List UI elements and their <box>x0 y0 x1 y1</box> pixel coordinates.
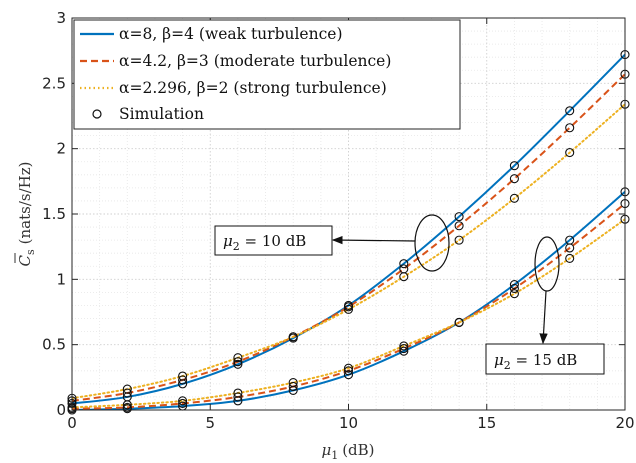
y-tick-label: 0.5 <box>42 336 66 354</box>
simulation-point <box>343 363 354 373</box>
simulation-point <box>122 384 132 394</box>
simulation-point <box>454 235 464 245</box>
simulation-point <box>343 370 354 380</box>
x-axis-label: μ1 (dB) <box>321 441 374 462</box>
svg-text:α=4.2, β=3 (moderate turbulenc: α=4.2, β=3 (moderate turbulence) <box>119 52 391 70</box>
x-tick-label: 5 <box>205 414 215 432</box>
x-tick-label: 15 <box>477 414 496 432</box>
series-line-mu2=10-dotted <box>72 103 625 400</box>
y-axis-label: Cs(nats/s/Hz) <box>14 162 37 267</box>
simulation-point <box>178 375 188 385</box>
y-tick-label: 1 <box>56 270 66 288</box>
svg-text:μ2 = 10 dB: μ2 = 10 dB <box>223 232 306 253</box>
simulation-point <box>399 346 409 356</box>
simulation-markers <box>67 50 630 415</box>
simulation-point <box>178 371 188 381</box>
simulation-point <box>509 283 519 294</box>
legend: α=8, β=4 (weak turbulence) α=4.2, β=3 (m… <box>73 19 461 130</box>
simulation-point <box>288 381 298 392</box>
simulation-point <box>122 402 132 412</box>
ellipse-mu2-10 <box>414 214 450 272</box>
simulation-point <box>454 212 464 222</box>
legend-entry-moderate: α=4.2, β=3 (moderate turbulence) <box>80 52 391 70</box>
simulation-point <box>454 317 464 328</box>
svg-text:α=2.296, β=2 (strong turbulenc: α=2.296, β=2 (strong turbulence) <box>119 79 387 97</box>
simulation-point <box>565 253 575 263</box>
simulation-point <box>178 398 188 409</box>
simulation-point <box>565 148 575 158</box>
annotation-mu2-10: μ2 = 10 dB <box>214 225 333 256</box>
simulation-point <box>343 302 354 312</box>
svg-text:α=8, β=4 (weak turbulence): α=8, β=4 (weak turbulence) <box>119 25 343 43</box>
simulation-point <box>509 161 519 171</box>
simulation-point <box>565 243 575 253</box>
simulation-point <box>399 341 409 351</box>
simulation-point <box>399 259 409 269</box>
x-tick-label: 10 <box>339 414 358 432</box>
legend-box <box>73 19 461 130</box>
simulation-point <box>509 280 519 290</box>
simulation-point <box>509 289 519 299</box>
arrow-mu2-15 <box>539 290 548 345</box>
ellipse-mu2-15 <box>534 236 560 292</box>
simulation-point <box>233 353 243 363</box>
series-line-mu2=10-dashed <box>72 73 625 402</box>
svg-text:μ2 = 15 dB: μ2 = 15 dB <box>494 351 577 372</box>
simulation-point <box>288 332 298 342</box>
x-tick-label: 20 <box>615 414 634 432</box>
simulation-point <box>509 174 519 184</box>
series-line-mu2=10-solid <box>72 53 625 405</box>
svg-text:Cs(nats/s/Hz): Cs(nats/s/Hz) <box>16 162 37 267</box>
y-tick-label: 0 <box>56 401 66 419</box>
simulation-point <box>178 396 188 406</box>
simulation-point <box>343 366 354 376</box>
x-tick-label: 0 <box>67 414 77 432</box>
y-tick-label: 2.5 <box>42 74 66 92</box>
simulation-point <box>565 106 575 116</box>
y-tick-label: 1.5 <box>42 205 66 223</box>
annotation-mu2-15: μ2 = 15 dB <box>485 343 605 375</box>
simulation-point <box>565 123 575 133</box>
simulation-point <box>454 221 464 231</box>
simulation-point <box>122 388 132 398</box>
simulation-point <box>233 359 243 369</box>
simulation-point <box>233 388 243 398</box>
simulation-point <box>343 304 354 314</box>
grid <box>71 17 626 411</box>
simulation-point <box>509 193 519 203</box>
y-tick-label: 2 <box>56 140 66 158</box>
svg-text:Simulation: Simulation <box>119 105 204 123</box>
arrow-mu2-10 <box>331 235 416 245</box>
legend-entry-strong: α=2.296, β=2 (strong turbulence) <box>80 79 387 97</box>
simulation-point <box>233 392 243 402</box>
simulation-point <box>399 272 409 282</box>
series-line-mu2=15-dotted <box>72 218 625 409</box>
simulation-point <box>399 344 409 354</box>
simulation-point <box>233 357 243 367</box>
simulation-point <box>288 378 298 388</box>
simulation-point <box>122 400 132 410</box>
legend-entry-simulation: Simulation <box>92 105 204 123</box>
legend-entry-weak: α=8, β=4 (weak turbulence) <box>80 25 343 43</box>
y-tick-label: 3 <box>56 9 66 27</box>
